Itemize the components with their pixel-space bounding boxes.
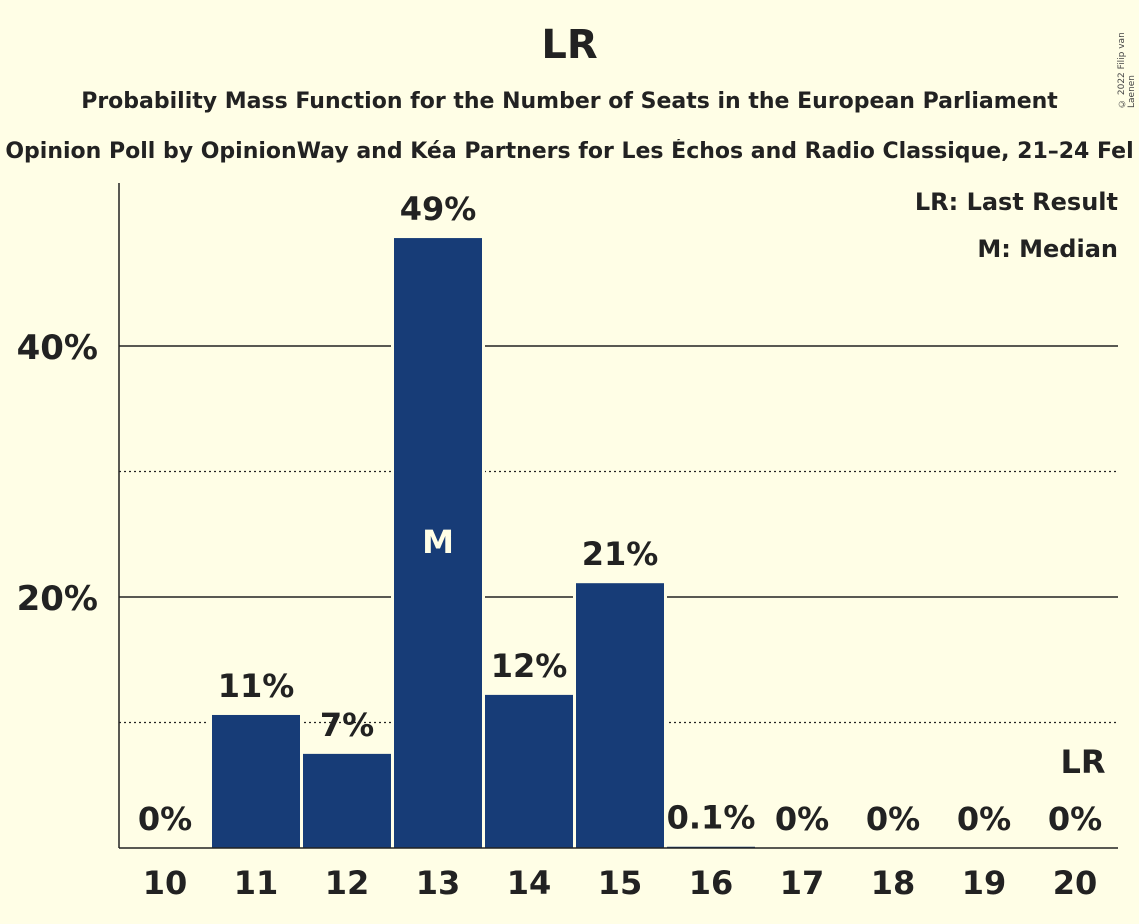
legend-median: M: Median xyxy=(977,235,1118,263)
x-tick-label: 16 xyxy=(689,864,734,902)
x-tick-label: 10 xyxy=(143,864,188,902)
bar xyxy=(303,753,391,848)
bar-value-label: 0% xyxy=(1048,800,1102,838)
bar xyxy=(485,694,573,848)
x-tick-label: 11 xyxy=(234,864,279,902)
labels: 20% 40% 0% 10 11% 11 7% 12 49% 13 M 12% 14 21% 15 0.1% 1… xyxy=(17,190,1106,902)
bar xyxy=(212,714,300,848)
last-result-marker: LR xyxy=(1060,743,1105,781)
y-tick-label: 20% xyxy=(17,579,98,619)
x-tick-label: 12 xyxy=(325,864,370,902)
bar-value-label: 0.1% xyxy=(667,799,756,837)
median-marker: M xyxy=(422,523,454,561)
x-tick-label: 19 xyxy=(962,864,1007,902)
bar-value-label: 12% xyxy=(491,647,568,685)
x-tick-label: 13 xyxy=(416,864,461,902)
bar-value-label: 7% xyxy=(320,706,374,744)
bar-value-label: 0% xyxy=(138,800,192,838)
x-tick-label: 20 xyxy=(1053,864,1098,902)
bar-value-label: 21% xyxy=(582,535,659,573)
bar-value-label: 0% xyxy=(775,800,829,838)
bar-value-label: 11% xyxy=(218,667,295,705)
x-tick-label: 17 xyxy=(780,864,825,902)
bar xyxy=(394,238,482,848)
bar-value-label: 0% xyxy=(866,800,920,838)
axes xyxy=(118,183,1118,849)
y-tick-label: 40% xyxy=(17,328,98,368)
bar-gap xyxy=(664,843,758,848)
bar xyxy=(576,583,664,848)
bars xyxy=(209,235,758,848)
x-tick-label: 18 xyxy=(871,864,916,902)
chart-subtitle: Probability Mass Function for the Number… xyxy=(81,89,1058,114)
bar-value-label: 49% xyxy=(400,190,477,228)
x-tick-label: 15 xyxy=(598,864,643,902)
legend-last-result: LR: Last Result xyxy=(915,188,1118,216)
chart-title: LR xyxy=(541,22,598,68)
chart-subtitle-poll: Opinion Poll by OpinionWay and Kéa Partn… xyxy=(5,139,1134,164)
bar-value-label: 0% xyxy=(957,800,1011,838)
x-tick-label: 14 xyxy=(507,864,552,902)
